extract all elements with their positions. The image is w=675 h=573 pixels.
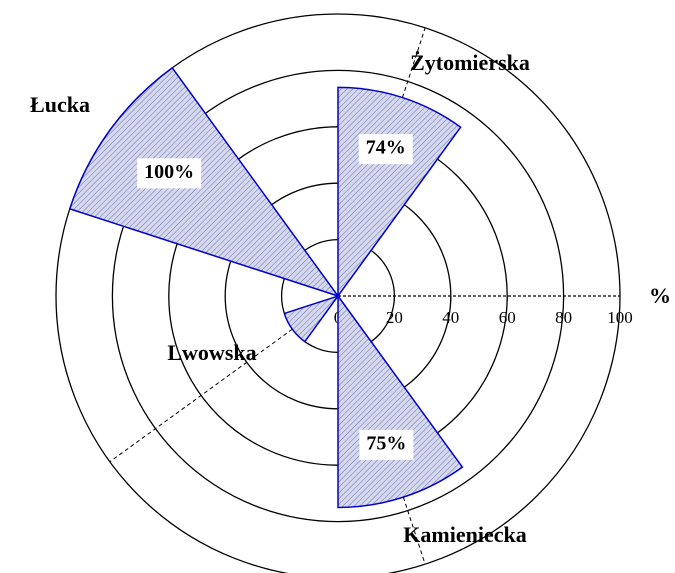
value-label: 74%	[366, 137, 406, 159]
sector	[337, 86, 462, 299]
tick-label: 40	[442, 308, 459, 327]
sector	[68, 66, 340, 298]
category-label: Kamieniecka	[403, 522, 526, 547]
category-label: Łucka	[30, 92, 90, 117]
axis-label: %	[649, 283, 671, 308]
value-label-bg	[358, 134, 413, 165]
tick-label: 60	[499, 308, 516, 327]
leader-line	[402, 27, 426, 98]
category-label: Lwowska	[167, 340, 256, 365]
tick-label: 20	[386, 308, 403, 327]
leader-line	[109, 328, 293, 463]
sector	[337, 293, 464, 509]
value-label-bg	[137, 158, 202, 189]
tick-label: 80	[555, 308, 572, 327]
leader-line	[402, 496, 426, 565]
sector	[283, 294, 340, 343]
value-label-bg	[359, 429, 414, 460]
tick-label: 100	[607, 308, 633, 327]
value-label: 100%	[144, 161, 194, 183]
category-label: Żytomierska	[410, 50, 530, 75]
value-label: 75%	[366, 432, 406, 454]
